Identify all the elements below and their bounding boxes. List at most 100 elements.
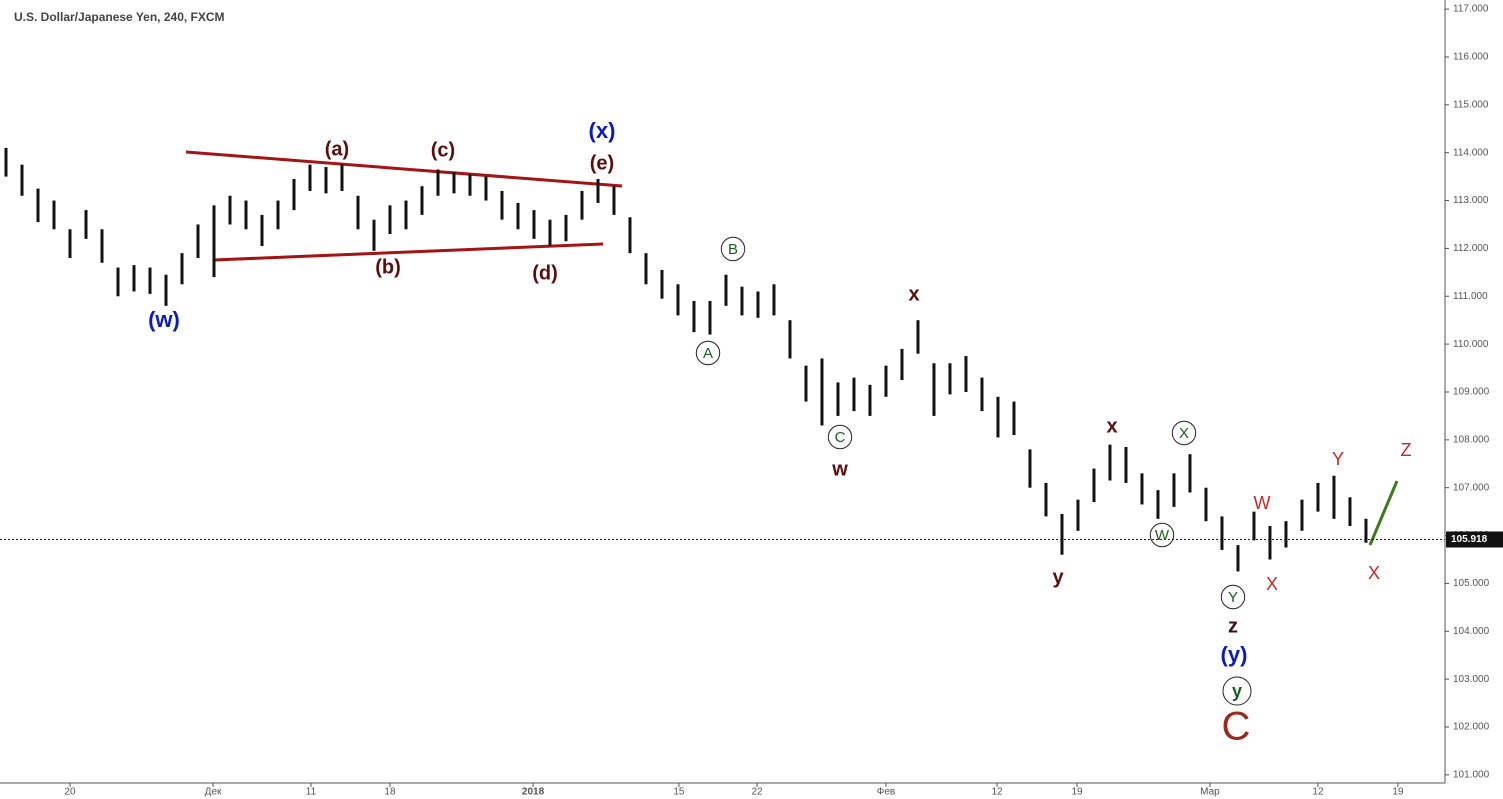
price-bar [1300,499,1304,531]
wave-label: W [1155,527,1170,544]
projection-line [1368,480,1399,546]
wave-label: y [1052,566,1064,588]
x-tick-label: 18 [384,787,396,798]
price-bar [500,190,504,220]
price-bar [4,147,8,177]
y-tick-label: 101.000 [1453,770,1490,781]
price-bar [1060,514,1064,555]
x-tick-label: Мар [1200,787,1220,798]
price-bar [660,269,664,299]
price-bar [1172,473,1176,507]
price-bar [308,164,312,191]
wave-label: x [908,283,919,305]
price-bar [212,205,216,278]
y-tick-label: 109.000 [1453,387,1490,398]
price-bar [484,176,488,201]
y-tick-label: 108.000 [1453,434,1490,445]
wave-label: (y) [1221,642,1248,667]
wave-label: (c) [431,139,455,161]
price-bar [580,190,584,220]
price-bar [980,377,984,412]
price-bar [948,363,952,395]
annotation-circle [1220,584,1246,610]
price-bar [692,301,696,333]
price-bar [628,217,632,254]
price-bar [276,200,280,230]
price-bar [1348,497,1352,526]
y-tick-label: 114.000 [1453,147,1489,158]
chart-title: U.S. Dollar/Japanese Yen, 240, FXCM [14,10,225,24]
wave-label: X [1266,574,1278,594]
x-tick-label: 22 [751,787,763,798]
price-bar [676,284,680,316]
price-bar [532,210,536,239]
annotation-circle [827,424,853,450]
x-tick-label: 12 [1312,787,1324,798]
price-bar [100,229,104,263]
price-bar [1252,511,1256,541]
annotation-circle [1222,676,1252,706]
price-bar [900,348,904,381]
wave-label: X [1179,425,1189,442]
wave-label: (e) [590,152,614,174]
x-tick-label: Дек [205,787,222,798]
price-bar [1028,449,1032,488]
price-bar [1316,482,1320,512]
price-bar [324,167,328,194]
y-tick-label: 107.000 [1453,482,1490,493]
price-bar [1156,490,1160,519]
wave-label: Z [1401,440,1412,460]
wave-label: A [703,345,713,362]
price-bar [84,210,88,239]
price-bar [52,200,56,230]
y-tick-label: 115.000 [1453,99,1489,110]
trend-line [185,150,623,188]
x-tick-label: 19 [1071,787,1083,798]
price-bar [148,267,152,294]
y-tick-label: 113.000 [1453,195,1489,206]
price-bar [996,396,1000,438]
price-bar [820,358,824,426]
price-bar [372,219,376,251]
price-bar [1284,521,1288,548]
price-bar [1076,499,1080,531]
price-bar [1012,401,1016,436]
wave-label: x [1106,415,1117,437]
price-bar [1364,518,1368,543]
price-bar [1204,487,1208,522]
price-bar [388,205,392,235]
y-tick-label: 110.000 [1453,339,1489,350]
y-tick-label: 111.000 [1453,291,1488,302]
price-bar [1220,516,1224,550]
annotation-circle [1149,522,1175,548]
price-bar [468,174,472,196]
price-bar [852,377,856,412]
y-tick-label: 103.000 [1453,674,1490,685]
price-bar [932,363,936,416]
trend-line [213,242,604,262]
price-bar [164,274,168,306]
price-bar [244,200,248,230]
price-bar [1236,545,1240,572]
wave-label: Y [1332,449,1344,469]
price-bar [196,224,200,258]
price-bar [724,274,728,306]
last-price-box [1446,531,1503,548]
price-bar [772,284,776,316]
price-bar [756,291,760,318]
price-bar [116,267,120,297]
wave-label: Y [1228,589,1238,606]
price-bar [420,186,424,215]
price-bar [1268,525,1272,560]
last-price-label: 105.918 [1451,534,1488,545]
x-tick-label: 19 [1392,787,1404,798]
price-bar [1140,473,1144,505]
wave-label: (w) [148,307,180,332]
y-tick-label: 117.000 [1453,4,1489,15]
x-tick-label: 20 [64,787,76,798]
price-bar [836,382,840,416]
x-tick-label: 12 [991,787,1003,798]
price-bar [1044,482,1048,517]
